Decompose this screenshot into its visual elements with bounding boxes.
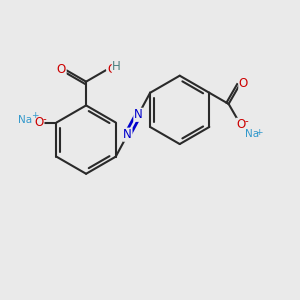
- Text: Na: Na: [18, 115, 32, 124]
- Text: -: -: [43, 114, 46, 124]
- Text: O: O: [34, 116, 44, 129]
- Text: +: +: [31, 112, 38, 121]
- Text: +: +: [255, 128, 262, 137]
- Text: O: O: [57, 62, 66, 76]
- Text: N: N: [134, 108, 142, 121]
- Text: N: N: [123, 128, 132, 141]
- Text: O: O: [239, 77, 248, 90]
- Text: O: O: [236, 118, 245, 131]
- Text: -: -: [244, 116, 248, 126]
- Text: O: O: [107, 62, 116, 76]
- Text: H: H: [112, 60, 121, 74]
- Text: Na: Na: [245, 129, 260, 140]
